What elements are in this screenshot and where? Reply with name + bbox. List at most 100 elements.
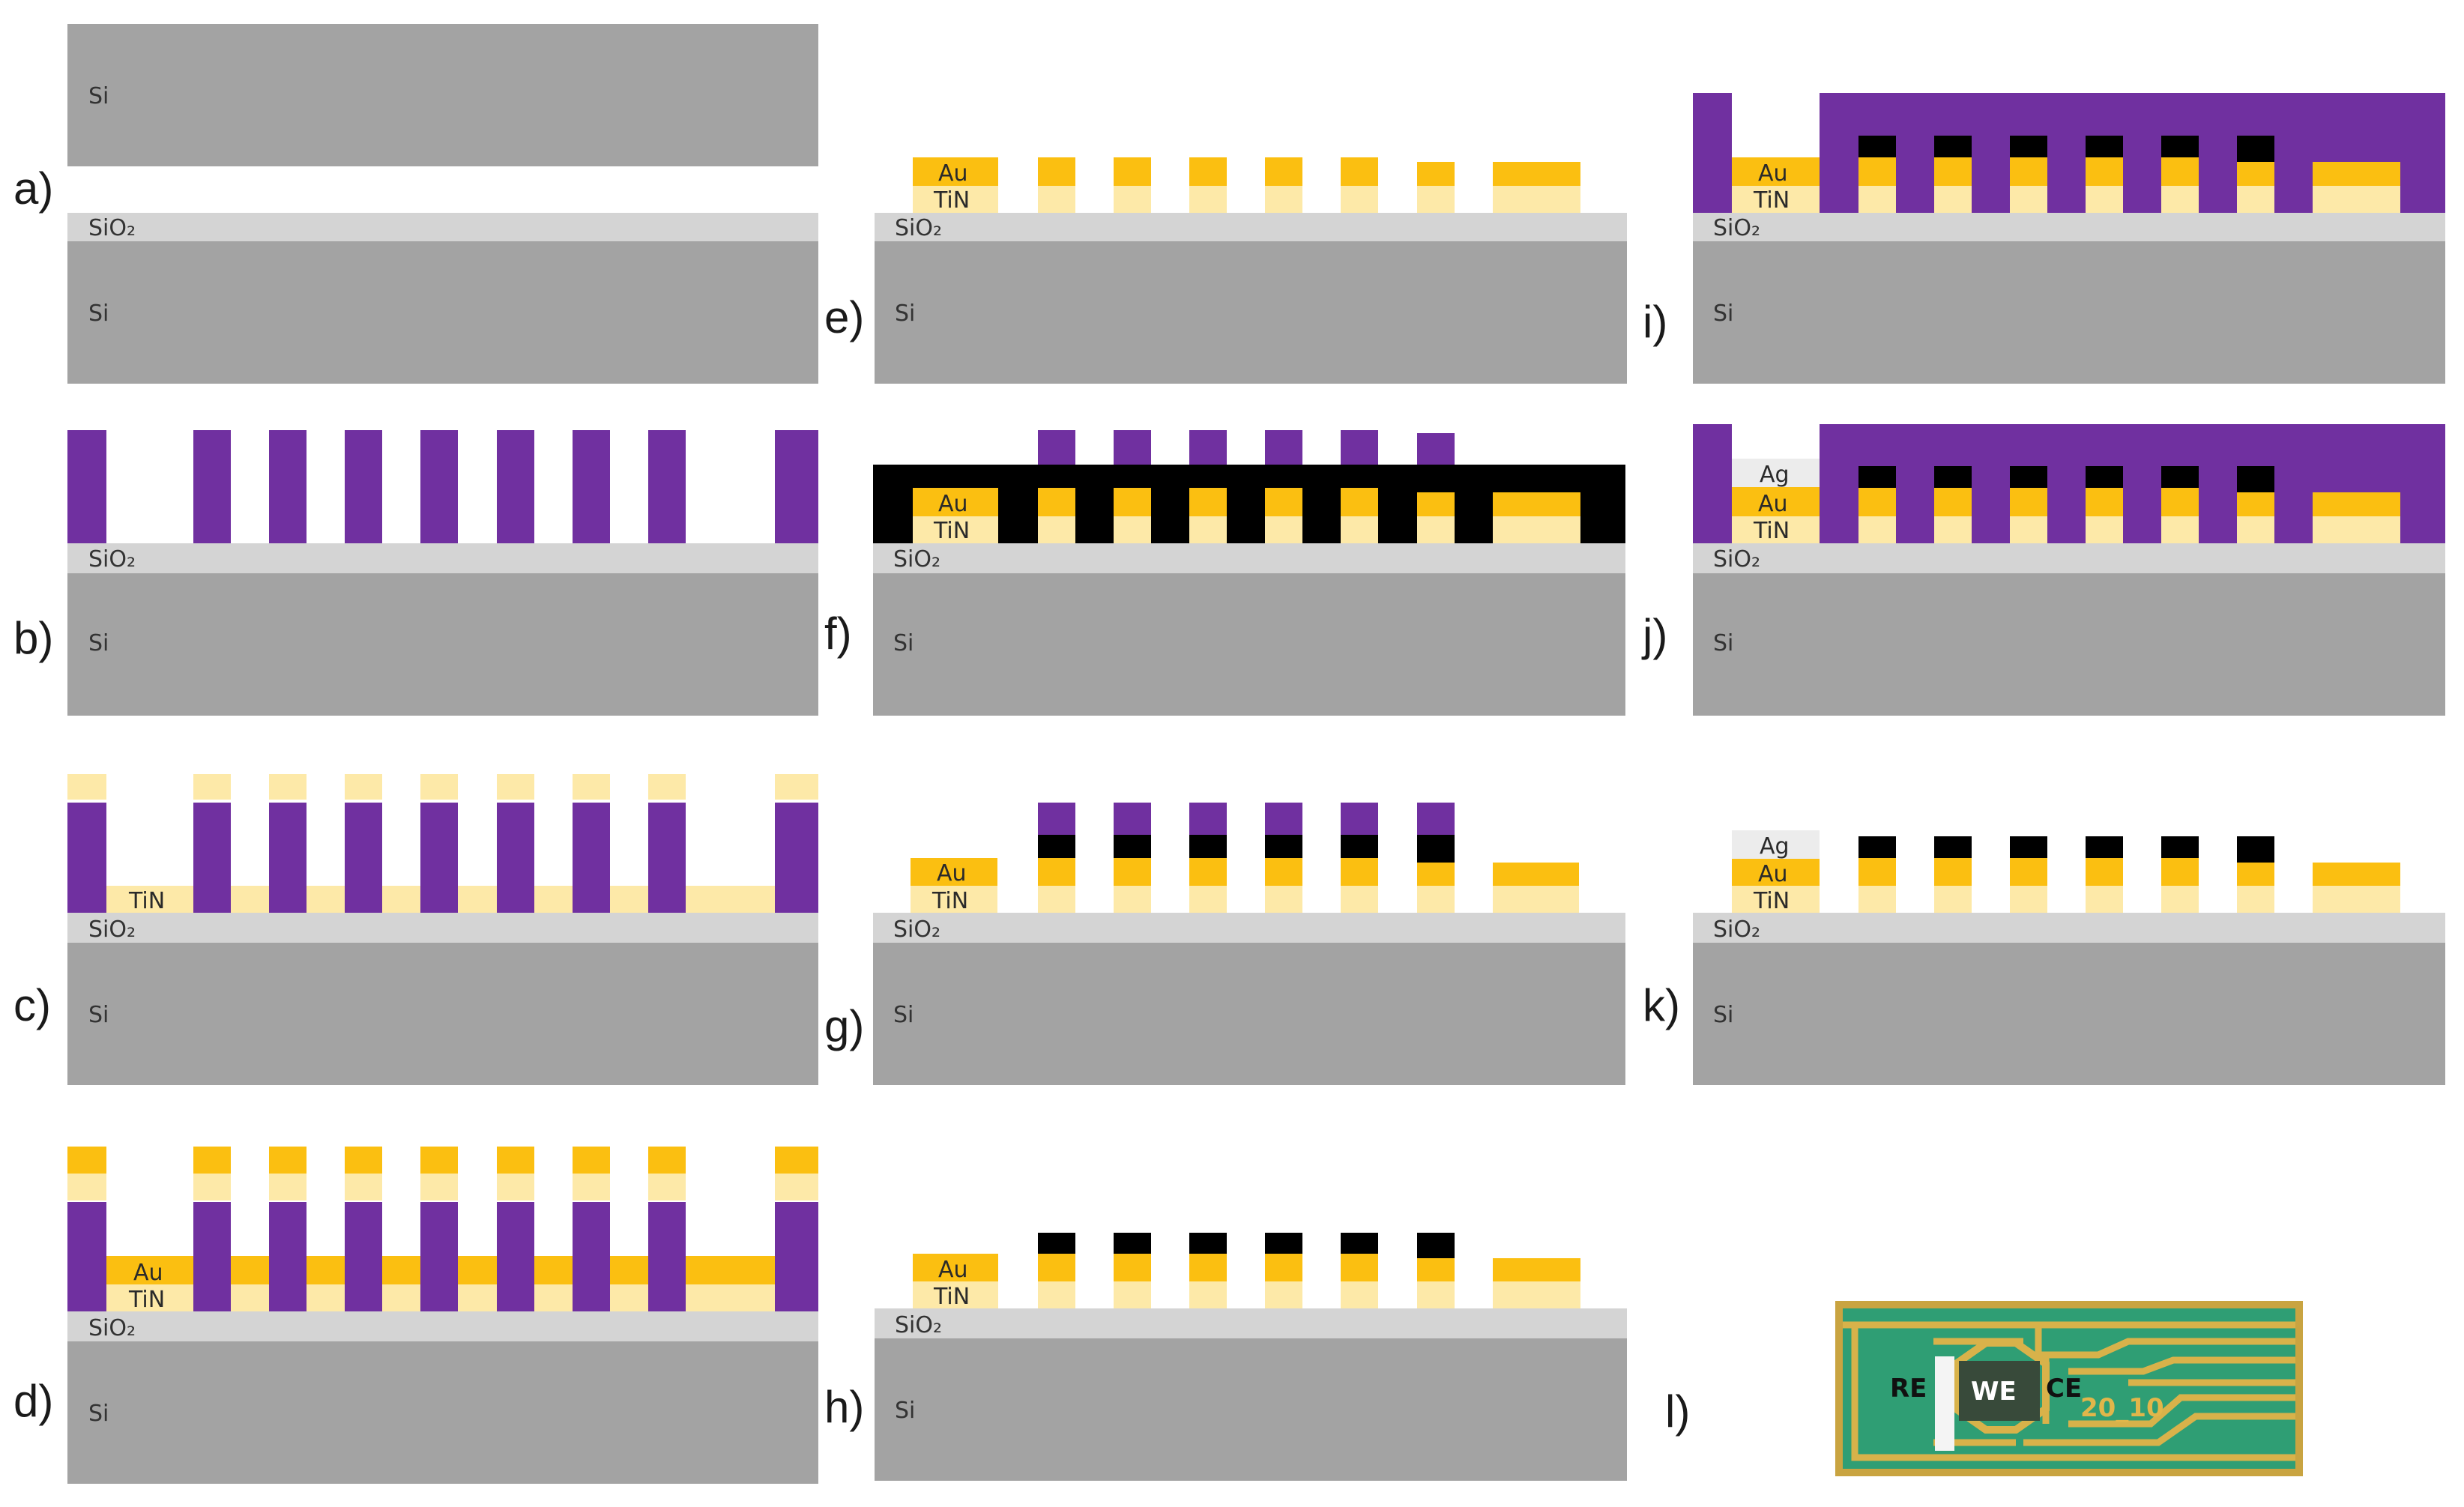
tin-label: TiN <box>1753 187 1790 214</box>
tin-label: TiN <box>1753 888 1790 914</box>
si-label: Si <box>893 630 914 656</box>
panel-letter-c: c) <box>13 980 51 1030</box>
si-label: Si <box>88 1002 109 1028</box>
sio2-label: SiO₂ <box>88 546 136 573</box>
tin-bases <box>1732 186 2400 213</box>
tin-label: TiN <box>933 1284 970 1310</box>
sio2-label: SiO₂ <box>88 1315 136 1341</box>
tin-caps <box>67 1174 818 1201</box>
si-label: Si <box>895 1398 915 1424</box>
au-tops <box>1732 487 2400 516</box>
panel-letter-e: e) <box>824 292 864 342</box>
black-caps <box>1038 1233 1455 1258</box>
sensor-chip-photo: RE WE CE 20_10 <box>1835 1301 2303 1476</box>
photoresist-blocks <box>1038 430 1455 465</box>
ag-layer <box>1732 459 1820 487</box>
chip-we-label: WE <box>1971 1377 2017 1407</box>
photoresist-pillars <box>67 430 818 543</box>
tin-label: TiN <box>128 888 165 914</box>
tin-label: TiN <box>128 1287 165 1313</box>
si-label: Si <box>1713 301 1733 327</box>
photoresist-left-wall <box>1693 93 1732 213</box>
tin-label: TiN <box>931 888 968 914</box>
chip-re-label: RE <box>1890 1374 1927 1404</box>
sio2-label: SiO₂ <box>1713 916 1760 943</box>
chip-ce-label: CE <box>2046 1374 2082 1404</box>
panel-letter-j: j) <box>1641 610 1667 660</box>
si-substrate <box>1693 943 2445 1085</box>
chip-code-label: 20_10 <box>2080 1393 2164 1423</box>
si-substrate <box>67 573 818 716</box>
au-tops <box>913 1254 1580 1281</box>
tin-bases <box>913 516 1580 543</box>
si-label: Si <box>88 630 109 656</box>
si-substrate <box>1693 573 2445 716</box>
panel-a: Si SiO₂ Si a) <box>13 24 818 384</box>
sio2-layer <box>67 213 818 241</box>
sio2-layer <box>67 543 818 573</box>
panel-letter-g: g) <box>824 1001 864 1051</box>
tin-label: TiN <box>933 187 970 214</box>
panel-letter-i: i) <box>1643 297 1667 347</box>
au-tops <box>1732 157 2400 186</box>
photoresist-blocks <box>1038 803 1455 835</box>
tin-bases <box>1732 516 2400 543</box>
panel-letter-f: f) <box>824 608 852 659</box>
sio2-label: SiO₂ <box>895 1312 942 1338</box>
panel-c: SiO₂ Si TiN c) <box>13 774 818 1085</box>
panel-letter-h: h) <box>824 1382 864 1432</box>
panel-letter-b: b) <box>13 613 53 663</box>
sio2-label: SiO₂ <box>88 215 136 241</box>
si-substrate <box>875 1338 1627 1481</box>
panel-j: SiO₂ Si <box>1641 424 2445 716</box>
au-label: Au <box>1758 491 1788 517</box>
tin-bases <box>913 1281 1580 1308</box>
si-label: Si <box>893 1002 914 1028</box>
au-label: Au <box>938 160 968 187</box>
sio2-layer <box>873 543 1625 573</box>
si-label: Si <box>88 83 109 109</box>
sio2-layer <box>1693 213 2445 241</box>
sio2-layer <box>67 913 818 943</box>
au-label: Au <box>938 491 968 517</box>
si-substrate <box>1693 241 2445 384</box>
au-tops <box>913 157 1580 186</box>
panel-l: l) RE WE C <box>1665 1301 2303 1476</box>
sio2-layer <box>67 1311 818 1341</box>
au-tops <box>913 488 1580 516</box>
panel-h: SiO₂ Si <box>824 1233 1627 1481</box>
panel-letter-l: l) <box>1665 1386 1690 1437</box>
sio2-layer <box>1693 543 2445 573</box>
au-label: Au <box>1758 861 1788 887</box>
panel-b: SiO₂ Si b) <box>13 430 818 716</box>
sio2-label: SiO₂ <box>1713 546 1760 573</box>
si-substrate <box>67 943 818 1085</box>
sio2-layer <box>873 913 1625 943</box>
sio2-label: SiO₂ <box>88 916 136 943</box>
si-top-wafer <box>67 24 818 166</box>
panel-f: SiO₂ Si <box>824 430 1625 716</box>
au-label: Au <box>937 860 967 887</box>
chip-traces <box>1843 1321 2295 1461</box>
panel-k: SiO₂ Si <box>1643 830 2445 1085</box>
panel-e: SiO₂ Si Au TiN e) <box>824 157 1627 384</box>
si-substrate <box>875 241 1627 384</box>
tin-caps <box>67 774 818 800</box>
ag-label: Ag <box>1760 833 1790 860</box>
si-substrate <box>67 1341 818 1484</box>
si-substrate <box>873 573 1625 716</box>
ag-label: Ag <box>1760 462 1790 488</box>
si-label: Si <box>88 1401 109 1427</box>
au-caps <box>67 1147 818 1174</box>
black-caps <box>1038 835 1455 863</box>
si-substrate <box>873 943 1625 1085</box>
we-electrode <box>1959 1361 2040 1421</box>
sio2-layer <box>875 213 1627 241</box>
au-label: Au <box>1758 160 1788 187</box>
panel-g: SiO₂ Si <box>824 803 1625 1085</box>
au-tops <box>911 858 1579 886</box>
tin-bases <box>911 886 1579 913</box>
tin-label: TiN <box>933 518 970 544</box>
re-electrode <box>1935 1356 1954 1451</box>
